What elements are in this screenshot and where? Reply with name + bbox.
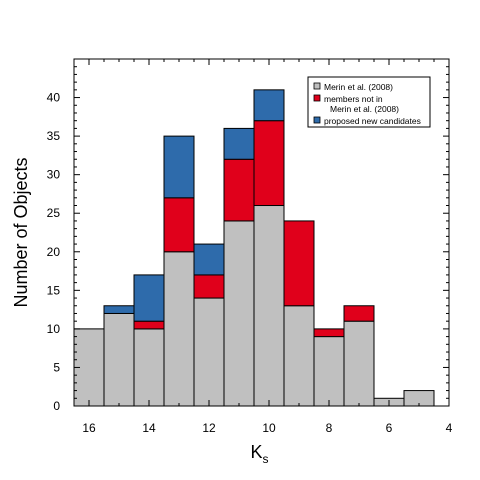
y-axis: 0 5 10 15 20 25 30 35 40: [47, 66, 449, 413]
x-tick-label-4: 4: [446, 421, 453, 435]
bar-segment-bin4-series2: [193, 243, 225, 276]
bar-segment-bin3-series1: [163, 197, 195, 253]
legend-swatch-0: [313, 82, 321, 90]
bar-segment-bin7-series0: [283, 305, 315, 407]
x-tick-label-16: 16: [82, 421, 96, 435]
y-tick-label-5: 5: [53, 360, 60, 374]
y-tick-label-35: 35: [47, 129, 61, 143]
legend-swatch-1: [313, 94, 321, 102]
plot-frame: [73, 58, 450, 407]
bar-segment-bin6-series2: [253, 89, 285, 122]
y-tick-label-25: 25: [47, 206, 61, 220]
legend-label-0-0: Merin et al. (2008): [324, 82, 393, 92]
bar-segment-bin3-series2: [163, 135, 195, 199]
y-tick-label-30: 30: [47, 168, 61, 182]
legend-label-1-0: members not in: [324, 94, 383, 104]
bar-segment-bin3-series0: [163, 251, 195, 407]
y-tick-label-20: 20: [47, 245, 61, 259]
x-axis: 16 14 12 10 8 6 4: [73, 59, 453, 435]
y-tick-label-15: 15: [47, 283, 61, 297]
bar-segment-bin9-series1: [343, 305, 375, 322]
legend-label-1-1: Merin et al. (2008): [330, 104, 399, 114]
bar-segment-bin8-series1: [313, 328, 345, 338]
x-tick-label-6: 6: [386, 421, 393, 435]
bar-segment-bin2-series0: [133, 328, 165, 407]
x-axis-title-subscript: s: [263, 452, 269, 466]
bar-segment-bin4-series0: [193, 297, 225, 407]
x-axis-title: Ks: [250, 442, 268, 466]
x-tick-label-14: 14: [142, 421, 156, 435]
bar-segment-bin7-series1: [283, 220, 315, 307]
bar-segment-bin5-series2: [223, 127, 255, 160]
bar-segment-bin2-series1: [133, 320, 165, 330]
bar-segment-bin1-series0: [103, 312, 135, 407]
y-tick-label-10: 10: [47, 322, 61, 336]
legend-label-2-0: proposed new candidates: [324, 116, 421, 126]
bars-layer: [73, 89, 435, 407]
bar-segment-bin4-series1: [193, 274, 225, 299]
bar-segment-bin2-series2: [133, 274, 165, 322]
x-tick-label-8: 8: [326, 421, 333, 435]
x-tick-label-12: 12: [202, 421, 216, 435]
y-tick-label-0: 0: [53, 399, 60, 413]
bar-segment-bin5-series0: [223, 220, 255, 407]
x-tick-label-10: 10: [262, 421, 276, 435]
y-tick-label-40: 40: [47, 91, 61, 105]
bar-segment-bin6-series1: [253, 120, 285, 207]
y-axis-title: Number of Objects: [11, 157, 31, 307]
bar-segment-bin5-series1: [223, 158, 255, 222]
bar-segment-bin6-series0: [253, 205, 285, 407]
legend-swatch-2: [313, 116, 321, 124]
bar-segment-bin1-series2: [103, 305, 135, 314]
bar-segment-bin9-series0: [343, 320, 375, 407]
legend-box: [307, 76, 431, 128]
x-axis-title-main: K: [250, 442, 262, 462]
bar-segment-bin8-series0: [313, 336, 345, 407]
